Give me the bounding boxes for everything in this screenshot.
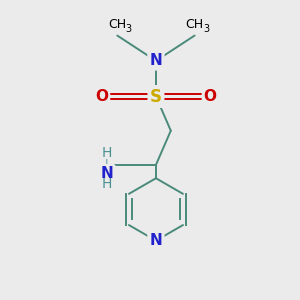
- Text: N: N: [150, 53, 162, 68]
- Text: O: O: [95, 89, 108, 104]
- Text: O: O: [203, 89, 217, 104]
- Text: H: H: [102, 146, 112, 160]
- Text: CH: CH: [108, 18, 126, 31]
- Text: N: N: [150, 233, 162, 248]
- Text: H: H: [102, 177, 112, 191]
- Text: |: |: [105, 158, 109, 169]
- Text: N: N: [100, 166, 113, 181]
- Text: CH: CH: [185, 18, 204, 31]
- Text: S: S: [150, 88, 162, 106]
- Text: 3: 3: [126, 24, 132, 34]
- Text: 3: 3: [203, 24, 209, 34]
